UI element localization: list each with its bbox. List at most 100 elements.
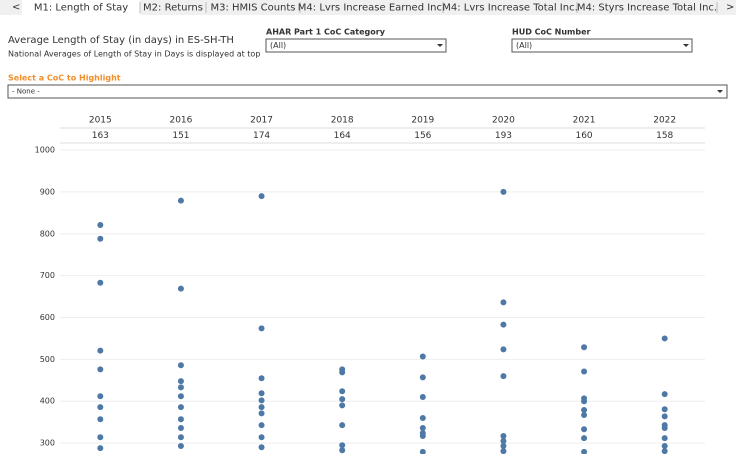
point bbox=[581, 344, 588, 351]
tab[interactable]: M1: Length of Stay bbox=[34, 3, 128, 14]
point bbox=[97, 221, 104, 228]
point bbox=[258, 375, 265, 382]
filter-dropdown[interactable] bbox=[511, 38, 693, 53]
point bbox=[97, 347, 104, 354]
point bbox=[500, 438, 507, 445]
point bbox=[419, 414, 426, 421]
column-header: 2022 bbox=[653, 116, 676, 126]
point bbox=[258, 422, 265, 429]
column-header: 2021 bbox=[573, 116, 596, 126]
point bbox=[581, 407, 588, 414]
tab-next[interactable]: > bbox=[726, 2, 734, 13]
point bbox=[339, 388, 346, 395]
point bbox=[97, 416, 104, 423]
national-average: 156 bbox=[414, 131, 431, 141]
tab[interactable]: M3: HMIS Counts bbox=[210, 3, 295, 14]
point bbox=[581, 426, 588, 433]
point bbox=[258, 193, 265, 200]
point bbox=[339, 442, 346, 449]
national-average: 158 bbox=[656, 131, 673, 141]
point bbox=[258, 434, 265, 441]
column-header: 2018 bbox=[331, 116, 354, 126]
national-average: 174 bbox=[253, 131, 270, 141]
national-average: 163 bbox=[92, 131, 109, 141]
point bbox=[258, 390, 265, 397]
point bbox=[581, 368, 588, 375]
highlight-dropdown[interactable] bbox=[7, 84, 728, 99]
point bbox=[258, 404, 265, 411]
national-average: 193 bbox=[495, 131, 512, 141]
point bbox=[339, 369, 346, 376]
column-header: 2016 bbox=[169, 116, 192, 126]
point bbox=[97, 235, 104, 242]
point bbox=[258, 444, 265, 451]
tab[interactable]: M4: Styrs Increase Total Inc. bbox=[577, 3, 717, 14]
point bbox=[581, 398, 588, 405]
point bbox=[500, 299, 507, 306]
chart-subtitle: National Averages of Length of Stay in D… bbox=[8, 50, 260, 59]
point bbox=[419, 394, 426, 401]
point bbox=[177, 434, 184, 441]
dropdown-arrow bbox=[683, 44, 689, 47]
tab[interactable]: M2: Returns bbox=[143, 3, 203, 14]
point bbox=[97, 366, 104, 373]
point bbox=[177, 378, 184, 385]
y-tick-label: 600 bbox=[40, 313, 55, 322]
filter-dropdown[interactable] bbox=[265, 38, 447, 53]
active-tab bbox=[22, 0, 140, 15]
column-header: 2015 bbox=[89, 116, 112, 126]
y-tick-label: 400 bbox=[40, 397, 55, 406]
filter-value: (All) bbox=[270, 41, 286, 50]
point bbox=[500, 321, 507, 328]
point bbox=[661, 391, 668, 398]
point bbox=[500, 432, 507, 439]
column-header: 2017 bbox=[250, 116, 273, 126]
point bbox=[258, 410, 265, 417]
dropdown-arrow bbox=[717, 90, 723, 93]
point bbox=[339, 396, 346, 403]
point bbox=[500, 188, 507, 195]
point bbox=[419, 353, 426, 360]
point bbox=[177, 425, 184, 432]
filter-label: AHAR Part 1 CoC Category bbox=[266, 28, 386, 37]
point bbox=[581, 435, 588, 442]
point bbox=[97, 393, 104, 400]
y-tick-label: 800 bbox=[40, 229, 55, 238]
tab[interactable]: M4: Lvrs Increase Earned Inc. bbox=[298, 3, 445, 14]
point bbox=[339, 402, 346, 409]
point bbox=[500, 448, 507, 454]
plot-area bbox=[97, 188, 668, 454]
point bbox=[97, 404, 104, 411]
column-header: 2019 bbox=[411, 116, 434, 126]
point bbox=[339, 422, 346, 429]
tab[interactable]: M4: Lvrs Increase Total Inc. bbox=[442, 3, 578, 14]
point bbox=[419, 374, 426, 381]
column-header: 2020 bbox=[492, 116, 515, 126]
point bbox=[661, 406, 668, 413]
filter-label: HUD CoC Number bbox=[512, 28, 591, 37]
point bbox=[177, 416, 184, 423]
point bbox=[500, 346, 507, 353]
point bbox=[500, 373, 507, 380]
y-tick-label: 1000 bbox=[35, 146, 55, 155]
point bbox=[177, 443, 184, 450]
tab-prev[interactable]: < bbox=[12, 2, 20, 13]
point bbox=[177, 393, 184, 400]
point bbox=[177, 384, 184, 391]
point bbox=[581, 412, 588, 419]
point bbox=[661, 413, 668, 420]
point bbox=[661, 435, 668, 442]
dropdown-arrow bbox=[437, 44, 443, 47]
y-tick-label: 300 bbox=[40, 439, 55, 448]
highlight-value: - None - bbox=[12, 88, 40, 96]
filter-value: (All) bbox=[516, 41, 532, 50]
point bbox=[661, 448, 668, 454]
point bbox=[581, 448, 588, 454]
tab-bar bbox=[0, 0, 736, 15]
point bbox=[177, 404, 184, 411]
national-average: 164 bbox=[334, 131, 351, 141]
national-average: 151 bbox=[172, 131, 189, 141]
point bbox=[177, 197, 184, 204]
